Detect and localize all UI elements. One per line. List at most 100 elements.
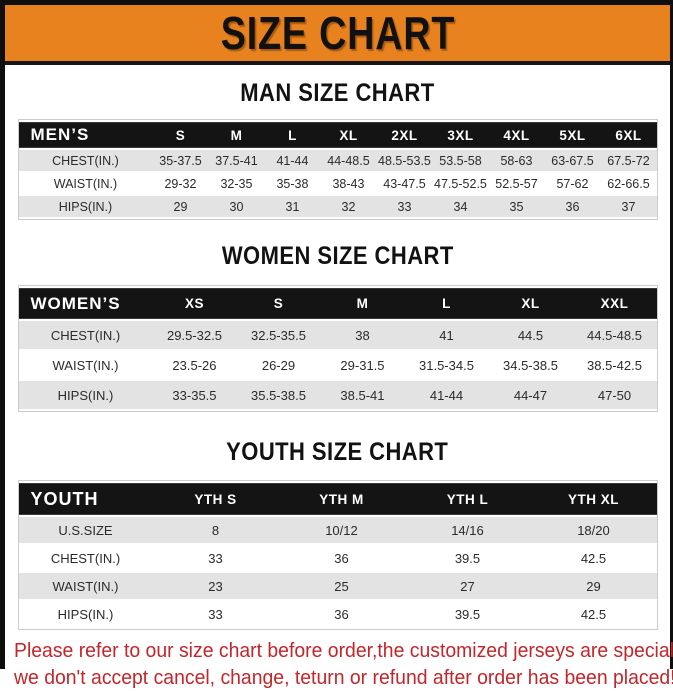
- row-label: CHEST(IN.): [18, 321, 153, 349]
- chart-section: WOMEN SIZE CHART WOMEN’S XS S M L XL XXL CHEST(…: [5, 242, 670, 411]
- size-table-mens: MEN’S S M L XL 2XL 3XL 4XL 5XL 6XL CHEST(IN.) 35-37…: [18, 120, 657, 219]
- table-title-cell: WOMEN’S: [18, 288, 153, 319]
- size-cell: 38: [320, 321, 405, 349]
- column-header: YTH M: [278, 483, 405, 515]
- size-cell: 30: [208, 196, 265, 217]
- column-header: YTH L: [404, 483, 531, 515]
- section-heading: WOMEN SIZE CHART: [221, 242, 454, 270]
- section-heading-wrap: YOUTH SIZE CHART: [5, 438, 670, 467]
- column-header: L: [264, 122, 321, 148]
- size-cell: 8: [152, 517, 279, 543]
- size-cell: 53.5-58: [432, 150, 489, 171]
- size-cell: 48.5-53.5: [376, 150, 433, 171]
- size-cell: 35.5-38.5: [236, 381, 321, 409]
- size-cell: 32-35: [208, 173, 265, 194]
- disclaimer-line-1: Please refer to our size chart before or…: [14, 640, 673, 662]
- size-cell: 41-44: [264, 150, 321, 171]
- size-cell: 31: [264, 196, 321, 217]
- size-cell: 44.5-48.5: [572, 321, 657, 349]
- column-header: XL: [488, 288, 573, 319]
- size-cell: 44.5: [488, 321, 573, 349]
- size-cell: 44-48.5: [320, 150, 377, 171]
- size-cell: 47-50: [572, 381, 657, 409]
- table-header-row: WOMEN’S XS S M L XL XXL: [18, 288, 657, 319]
- section-heading-wrap: WOMEN SIZE CHART: [5, 242, 670, 271]
- size-cell: 42.5: [530, 545, 657, 571]
- row-label: U.S.SIZE: [18, 517, 153, 543]
- row-label: WAIST(IN.): [18, 573, 153, 599]
- size-cell: 32: [320, 196, 377, 217]
- column-header: 6XL: [600, 122, 657, 148]
- column-header: XS: [152, 288, 237, 319]
- column-header: S: [152, 122, 209, 148]
- chart-section: YOUTH SIZE CHART YOUTH YTH S YTH M YTH L YTH…: [5, 438, 670, 629]
- size-cell: 29: [152, 196, 209, 217]
- sections: MAN SIZE CHART MEN’S S M L XL 2XL 3XL 4XL 5XL 6XL…: [5, 79, 670, 629]
- column-header: S: [236, 288, 321, 319]
- size-cell: 33: [152, 545, 279, 571]
- table-row: HIPS(IN.) 33 36 39.5 42.5: [18, 601, 657, 627]
- size-cell: 34: [432, 196, 489, 217]
- size-cell: 29.5-32.5: [152, 321, 237, 349]
- table-row: WAIST(IN.) 23 25 27 29: [18, 573, 657, 599]
- row-label: CHEST(IN.): [18, 545, 153, 571]
- table-row: CHEST(IN.) 33 36 39.5 42.5: [18, 545, 657, 571]
- size-cell: 47.5-52.5: [432, 173, 489, 194]
- size-cell: 26-29: [236, 351, 321, 379]
- table-row: U.S.SIZE 8 10/12 14/16 18/20: [18, 517, 657, 543]
- size-cell: 39.5: [404, 601, 531, 627]
- size-cell: 25: [278, 573, 405, 599]
- size-cell: 35-38: [264, 173, 321, 194]
- size-cell: 37.5-41: [208, 150, 265, 171]
- section-heading: MAN SIZE CHART: [240, 79, 435, 107]
- size-cell: 63-67.5: [544, 150, 601, 171]
- size-cell: 41-44: [404, 381, 489, 409]
- column-header: M: [320, 288, 405, 319]
- table-row: HIPS(IN.) 33-35.5 35.5-38.5 38.5-41 41-44 44-…: [18, 381, 657, 409]
- size-cell: 36: [278, 545, 405, 571]
- size-cell: 33: [152, 601, 279, 627]
- row-label: CHEST(IN.): [18, 150, 153, 171]
- size-cell: 62-66.5: [600, 173, 657, 194]
- column-header: M: [208, 122, 265, 148]
- table-title-cell: MEN’S: [18, 122, 153, 148]
- size-cell: 67.5-72: [600, 150, 657, 171]
- size-cell: 37: [600, 196, 657, 217]
- size-cell: 27: [404, 573, 531, 599]
- size-cell: 18/20: [530, 517, 657, 543]
- column-header: YTH S: [152, 483, 279, 515]
- section-heading-wrap: MAN SIZE CHART: [5, 79, 670, 108]
- table-row: WAIST(IN.) 23.5-26 26-29 29-31.5 31.5-34.5 34…: [18, 351, 657, 379]
- size-cell: 41: [404, 321, 489, 349]
- table-row: CHEST(IN.) 29.5-32.5 32.5-35.5 38 41 44.5 44.5…: [18, 321, 657, 349]
- disclaimer-text: Please refer to our size chart before or…: [5, 638, 673, 691]
- size-table-youth: YOUTH YTH S YTH M YTH L YTH XL U.S.SIZE 8 10/12…: [18, 481, 657, 629]
- size-cell: 42.5: [530, 601, 657, 627]
- size-cell: 35: [488, 196, 545, 217]
- size-cell: 29-31.5: [320, 351, 405, 379]
- size-cell: 23: [152, 573, 279, 599]
- size-cell: 31.5-34.5: [404, 351, 489, 379]
- page-title: SIZE CHART: [220, 7, 455, 59]
- size-cell: 43-47.5: [376, 173, 433, 194]
- table-title-cell: YOUTH: [18, 483, 153, 515]
- table-row: CHEST(IN.) 35-37.5 37.5-41 41-44 44-48.5 48.5…: [18, 150, 657, 171]
- table-header-row: MEN’S S M L XL 2XL 3XL 4XL 5XL 6XL: [18, 122, 657, 148]
- column-header: XXL: [572, 288, 657, 319]
- table-row: WAIST(IN.) 29-32 32-35 35-38 38-43 43-47.5 47.…: [18, 173, 657, 194]
- title-banner: SIZE CHART: [5, 5, 670, 65]
- size-cell: 29: [530, 573, 657, 599]
- size-cell: 34.5-38.5: [488, 351, 573, 379]
- row-label: WAIST(IN.): [18, 351, 153, 379]
- size-cell: 23.5-26: [152, 351, 237, 379]
- size-cell: 33-35.5: [152, 381, 237, 409]
- size-table-womens: WOMEN’S XS S M L XL XXL CHEST(IN.) 29.5-32.5 32.5…: [18, 286, 657, 411]
- table-row: HIPS(IN.) 29 30 31 32 33 34 35 36 37: [18, 196, 657, 217]
- size-cell: 38.5-41: [320, 381, 405, 409]
- column-header: YTH XL: [530, 483, 657, 515]
- size-cell: 57-62: [544, 173, 601, 194]
- column-header: L: [404, 288, 489, 319]
- size-cell: 10/12: [278, 517, 405, 543]
- size-cell: 36: [278, 601, 405, 627]
